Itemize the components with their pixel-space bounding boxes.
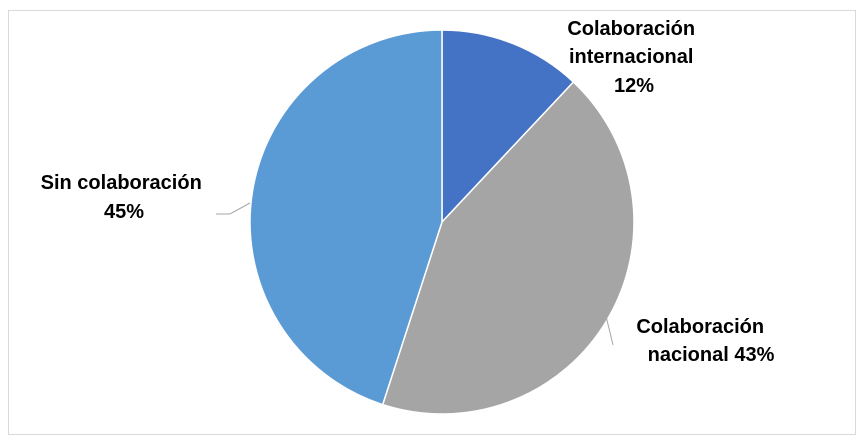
leader-line-sin-colaboracion (216, 202, 251, 215)
data-label-internacional-line-2: internacional (569, 46, 693, 68)
leader-line-nacional (605, 315, 614, 346)
data-label-sin-line-1: Sin colaboración (41, 172, 202, 194)
data-label-nacional-line-1: Colaboración (636, 316, 764, 338)
leader-lines (216, 202, 614, 346)
data-label-internacional-line-3: 12% (614, 75, 654, 97)
pie-slices (249, 29, 635, 415)
data-label-internacional: Colaboración internacional 12% (567, 18, 700, 97)
data-label-nacional-line-2: nacional 43% (648, 344, 775, 366)
data-label-sin-colaboracion: Sin colaboración 45% (41, 172, 208, 223)
data-label-internacional-line-1: Colaboración (567, 18, 695, 40)
data-label-sin-line-2: 45% (104, 201, 144, 223)
pie-slice-internacional (441, 29, 575, 224)
pie-slice-sin-colaboracion (249, 29, 443, 406)
data-label-nacional: Colaboración nacional 43% (636, 316, 774, 366)
